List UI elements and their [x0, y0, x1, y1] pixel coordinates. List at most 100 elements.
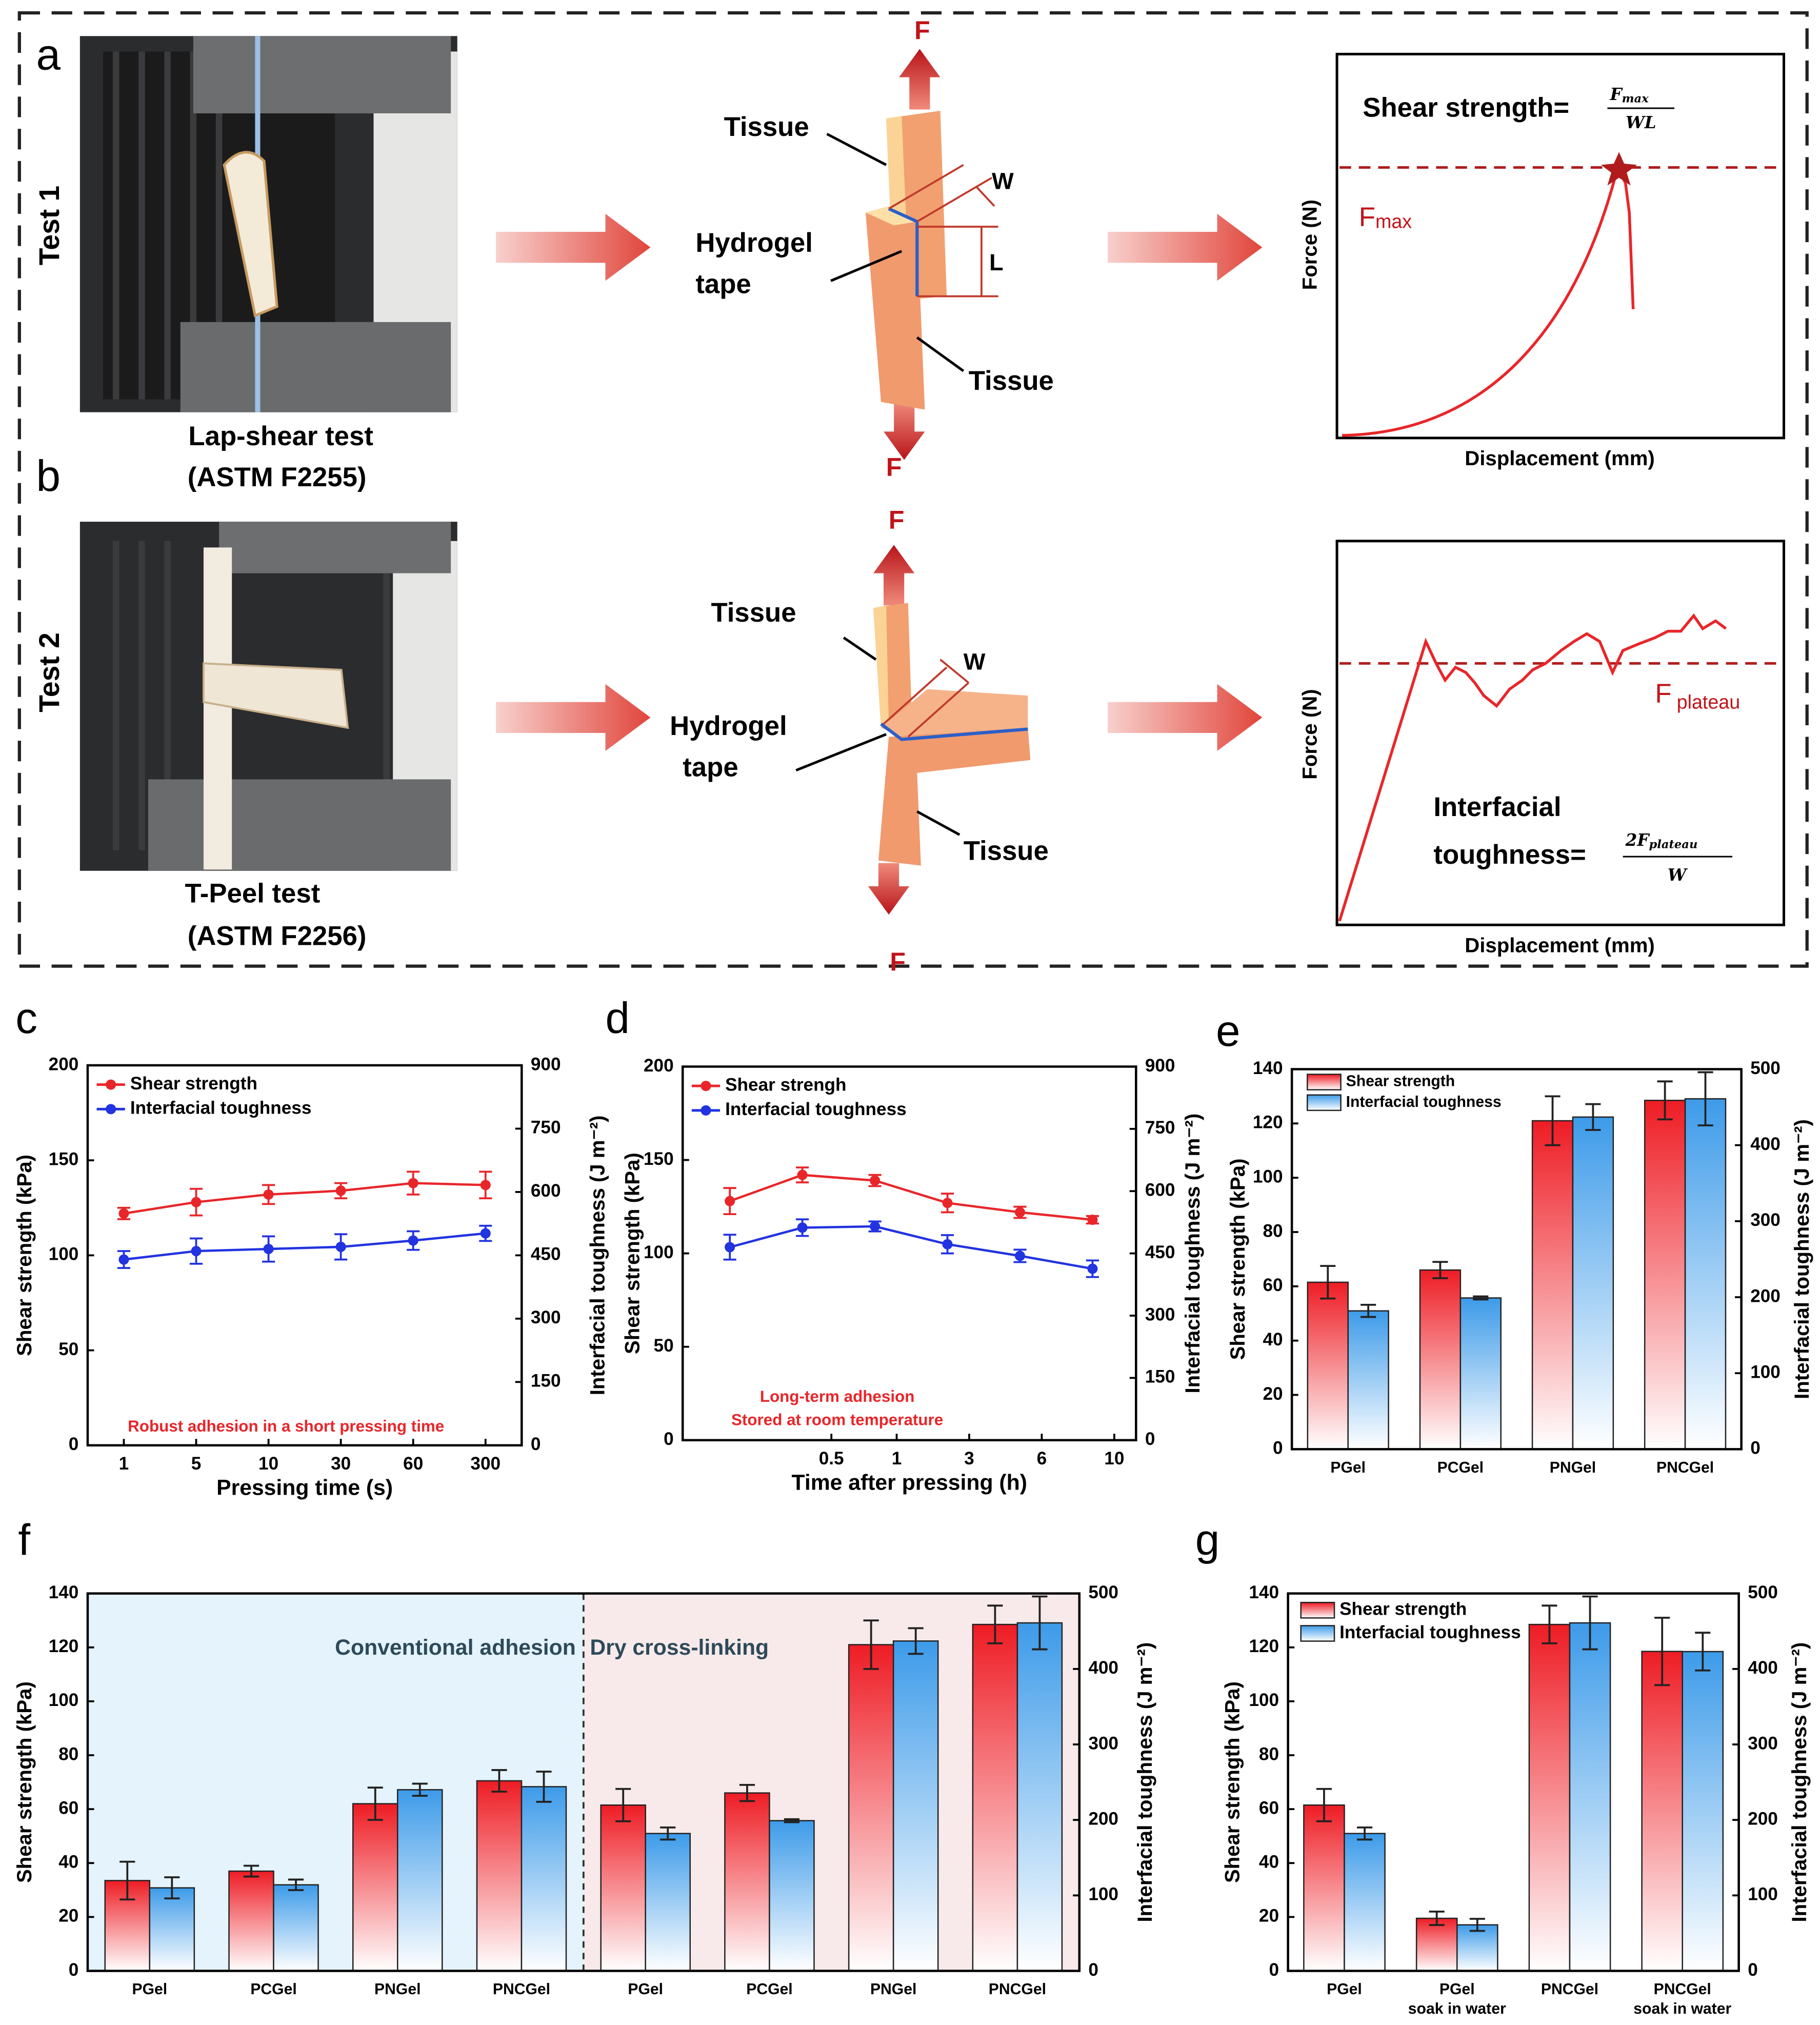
line: [124, 1182, 486, 1215]
point: [408, 1235, 418, 1246]
y-tick-label: 100: [1253, 1166, 1283, 1186]
point: [118, 1254, 129, 1265]
legend-label: Shear strengh: [725, 1075, 846, 1095]
y2-tick-label: 0: [1088, 1960, 1098, 1980]
process-arrow: [1108, 684, 1263, 751]
x-tick-label: PGel: [1439, 1981, 1475, 1998]
y-tick-label: 40: [1263, 1329, 1283, 1349]
force-curve: [1338, 613, 1727, 922]
x-tick-label: PNGel: [870, 1981, 916, 1998]
x-tick-label: PGel: [1330, 1459, 1366, 1476]
chart: Conventional adhesion Dry cross-linking 0 2…: [13, 1582, 1156, 1998]
bar: [724, 1792, 770, 1972]
error-bar: [1585, 1103, 1601, 1131]
formula: Shear strength=: [1363, 92, 1569, 123]
y-axis-title: Shear strength (kPa): [13, 1155, 36, 1356]
x-tick-label: 10: [258, 1454, 278, 1474]
bar: [1682, 1651, 1724, 1972]
panel-label: d: [606, 994, 630, 1043]
bar: [1572, 1116, 1614, 1450]
error-bar: [1429, 1911, 1445, 1927]
y-axis-title: Shear strength (kPa): [621, 1153, 644, 1354]
y-axis-title: Force (N): [1298, 689, 1321, 779]
caption: T-Peel test: [185, 878, 321, 908]
point: [1087, 1215, 1098, 1225]
caption: Lap-shear test: [188, 421, 373, 451]
hydrogel-label: tape: [683, 752, 738, 782]
panel-label: a: [36, 31, 61, 80]
y-tick-label: 100: [644, 1242, 674, 1262]
error-bar: [1316, 1788, 1332, 1822]
error-bar: [660, 1827, 676, 1841]
y2-axis-title: Interfacial toughness (J m⁻²): [586, 1116, 609, 1396]
bar: [521, 1786, 567, 1972]
y2-axis-title: Interfacial toughness (J m⁻²): [1181, 1114, 1204, 1394]
x-tick-label: PCGel: [746, 1981, 792, 1998]
x-tick-label: 6: [1037, 1448, 1047, 1468]
bar: [1307, 1281, 1349, 1450]
y-tick-label: 150: [644, 1149, 674, 1169]
point: [263, 1244, 274, 1255]
bar: [1528, 1623, 1571, 1972]
error-bar: [119, 1860, 135, 1901]
y-tick-label: 100: [1249, 1690, 1279, 1710]
legend-swatch: [1307, 1074, 1342, 1090]
y-tick-label: 120: [49, 1636, 79, 1656]
y2-tick-label: 400: [1750, 1134, 1781, 1154]
process-arrow: [496, 684, 651, 751]
error-bar: [615, 1788, 631, 1822]
bar: [1303, 1804, 1345, 1972]
point: [335, 1241, 346, 1252]
tissue-label: Tissue: [711, 598, 796, 628]
y2-axis-title: Interfacial toughness (J m⁻²): [1788, 1642, 1811, 1922]
y2-tick-label: 300: [1145, 1304, 1175, 1324]
bar: [397, 1789, 443, 1972]
point: [1087, 1263, 1098, 1274]
y2-tick-label: 400: [1748, 1658, 1778, 1678]
line: [729, 1174, 1093, 1221]
point: [725, 1196, 735, 1206]
x-axis-title: Displacement (mm): [1465, 934, 1655, 957]
y-tick-label: 0: [69, 1960, 79, 1980]
y2-tick-label: 0: [1145, 1429, 1155, 1449]
panel-border: [17, 11, 1809, 968]
y-tick-label: 140: [1253, 1058, 1283, 1078]
point: [480, 1180, 491, 1190]
x-tick-label: 3: [964, 1448, 974, 1468]
y2-tick-label: 150: [1145, 1367, 1175, 1387]
error-bar: [536, 1771, 552, 1803]
y-tick-label: 0: [1273, 1438, 1283, 1458]
width-label: W: [964, 648, 986, 674]
panel-label: c: [15, 994, 37, 1043]
bar: [972, 1623, 1018, 1972]
y2-tick-label: 100: [1750, 1362, 1781, 1382]
hydrogel-label: tape: [695, 269, 751, 299]
y-tick-label: 80: [1259, 1744, 1279, 1764]
tissue-label: Tissue: [969, 366, 1054, 396]
y-tick-label: 120: [1249, 1636, 1279, 1656]
schematic-plot-frame: [1335, 52, 1786, 440]
bar: [1016, 1622, 1063, 1972]
legend-marker: [701, 1081, 711, 1091]
point: [942, 1198, 953, 1208]
y2-tick-label: 150: [531, 1371, 561, 1391]
fmax-subscript: max: [1375, 210, 1412, 232]
legend-marker: [106, 1079, 116, 1090]
x-tick-label: 60: [403, 1454, 423, 1474]
y-tick-label: 60: [1259, 1798, 1279, 1818]
bar: [769, 1820, 815, 1972]
error-bar: [288, 1878, 304, 1891]
y2-tick-label: 900: [1145, 1056, 1175, 1076]
bar: [149, 1887, 195, 1972]
formula: toughness=: [1433, 840, 1586, 870]
bar: [645, 1833, 691, 1972]
bar: [1419, 1269, 1462, 1450]
y-axis-title: Shear strength (kPa): [13, 1681, 36, 1883]
x-tick-label: PNCGel: [989, 1981, 1046, 1998]
y-tick-label: 40: [1259, 1852, 1279, 1872]
x-tick-label: 1: [119, 1454, 129, 1474]
bar: [476, 1780, 523, 1972]
x-tick-label: soak in water: [1408, 2000, 1506, 2017]
